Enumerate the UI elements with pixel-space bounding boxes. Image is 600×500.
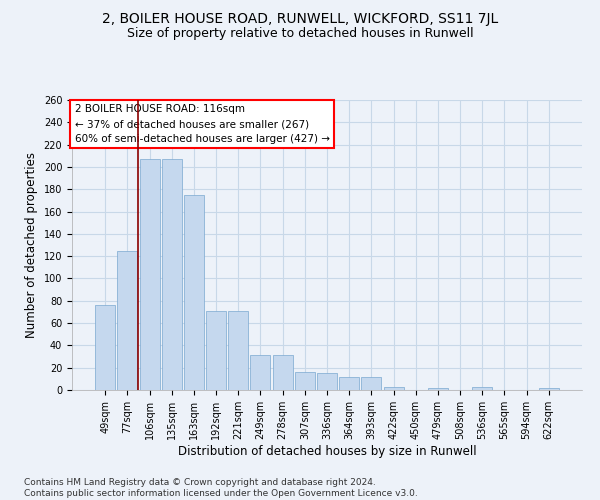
Bar — [140, 159, 160, 390]
Text: Size of property relative to detached houses in Runwell: Size of property relative to detached ho… — [127, 28, 473, 40]
Bar — [272, 356, 293, 390]
Bar — [95, 305, 115, 390]
Bar — [184, 195, 204, 390]
Text: 2, BOILER HOUSE ROAD, RUNWELL, WICKFORD, SS11 7JL: 2, BOILER HOUSE ROAD, RUNWELL, WICKFORD,… — [102, 12, 498, 26]
X-axis label: Distribution of detached houses by size in Runwell: Distribution of detached houses by size … — [178, 444, 476, 458]
Y-axis label: Number of detached properties: Number of detached properties — [25, 152, 38, 338]
Bar — [361, 376, 382, 390]
Bar — [428, 388, 448, 390]
Bar — [472, 386, 492, 390]
Bar — [339, 376, 359, 390]
Bar — [539, 388, 559, 390]
Bar — [206, 311, 226, 390]
Bar — [118, 250, 137, 390]
Bar — [162, 159, 182, 390]
Bar — [250, 356, 271, 390]
Bar — [383, 386, 404, 390]
Bar — [317, 374, 337, 390]
Bar — [228, 311, 248, 390]
Text: 2 BOILER HOUSE ROAD: 116sqm
← 37% of detached houses are smaller (267)
60% of se: 2 BOILER HOUSE ROAD: 116sqm ← 37% of det… — [74, 104, 329, 144]
Text: Contains HM Land Registry data © Crown copyright and database right 2024.
Contai: Contains HM Land Registry data © Crown c… — [24, 478, 418, 498]
Bar — [295, 372, 315, 390]
